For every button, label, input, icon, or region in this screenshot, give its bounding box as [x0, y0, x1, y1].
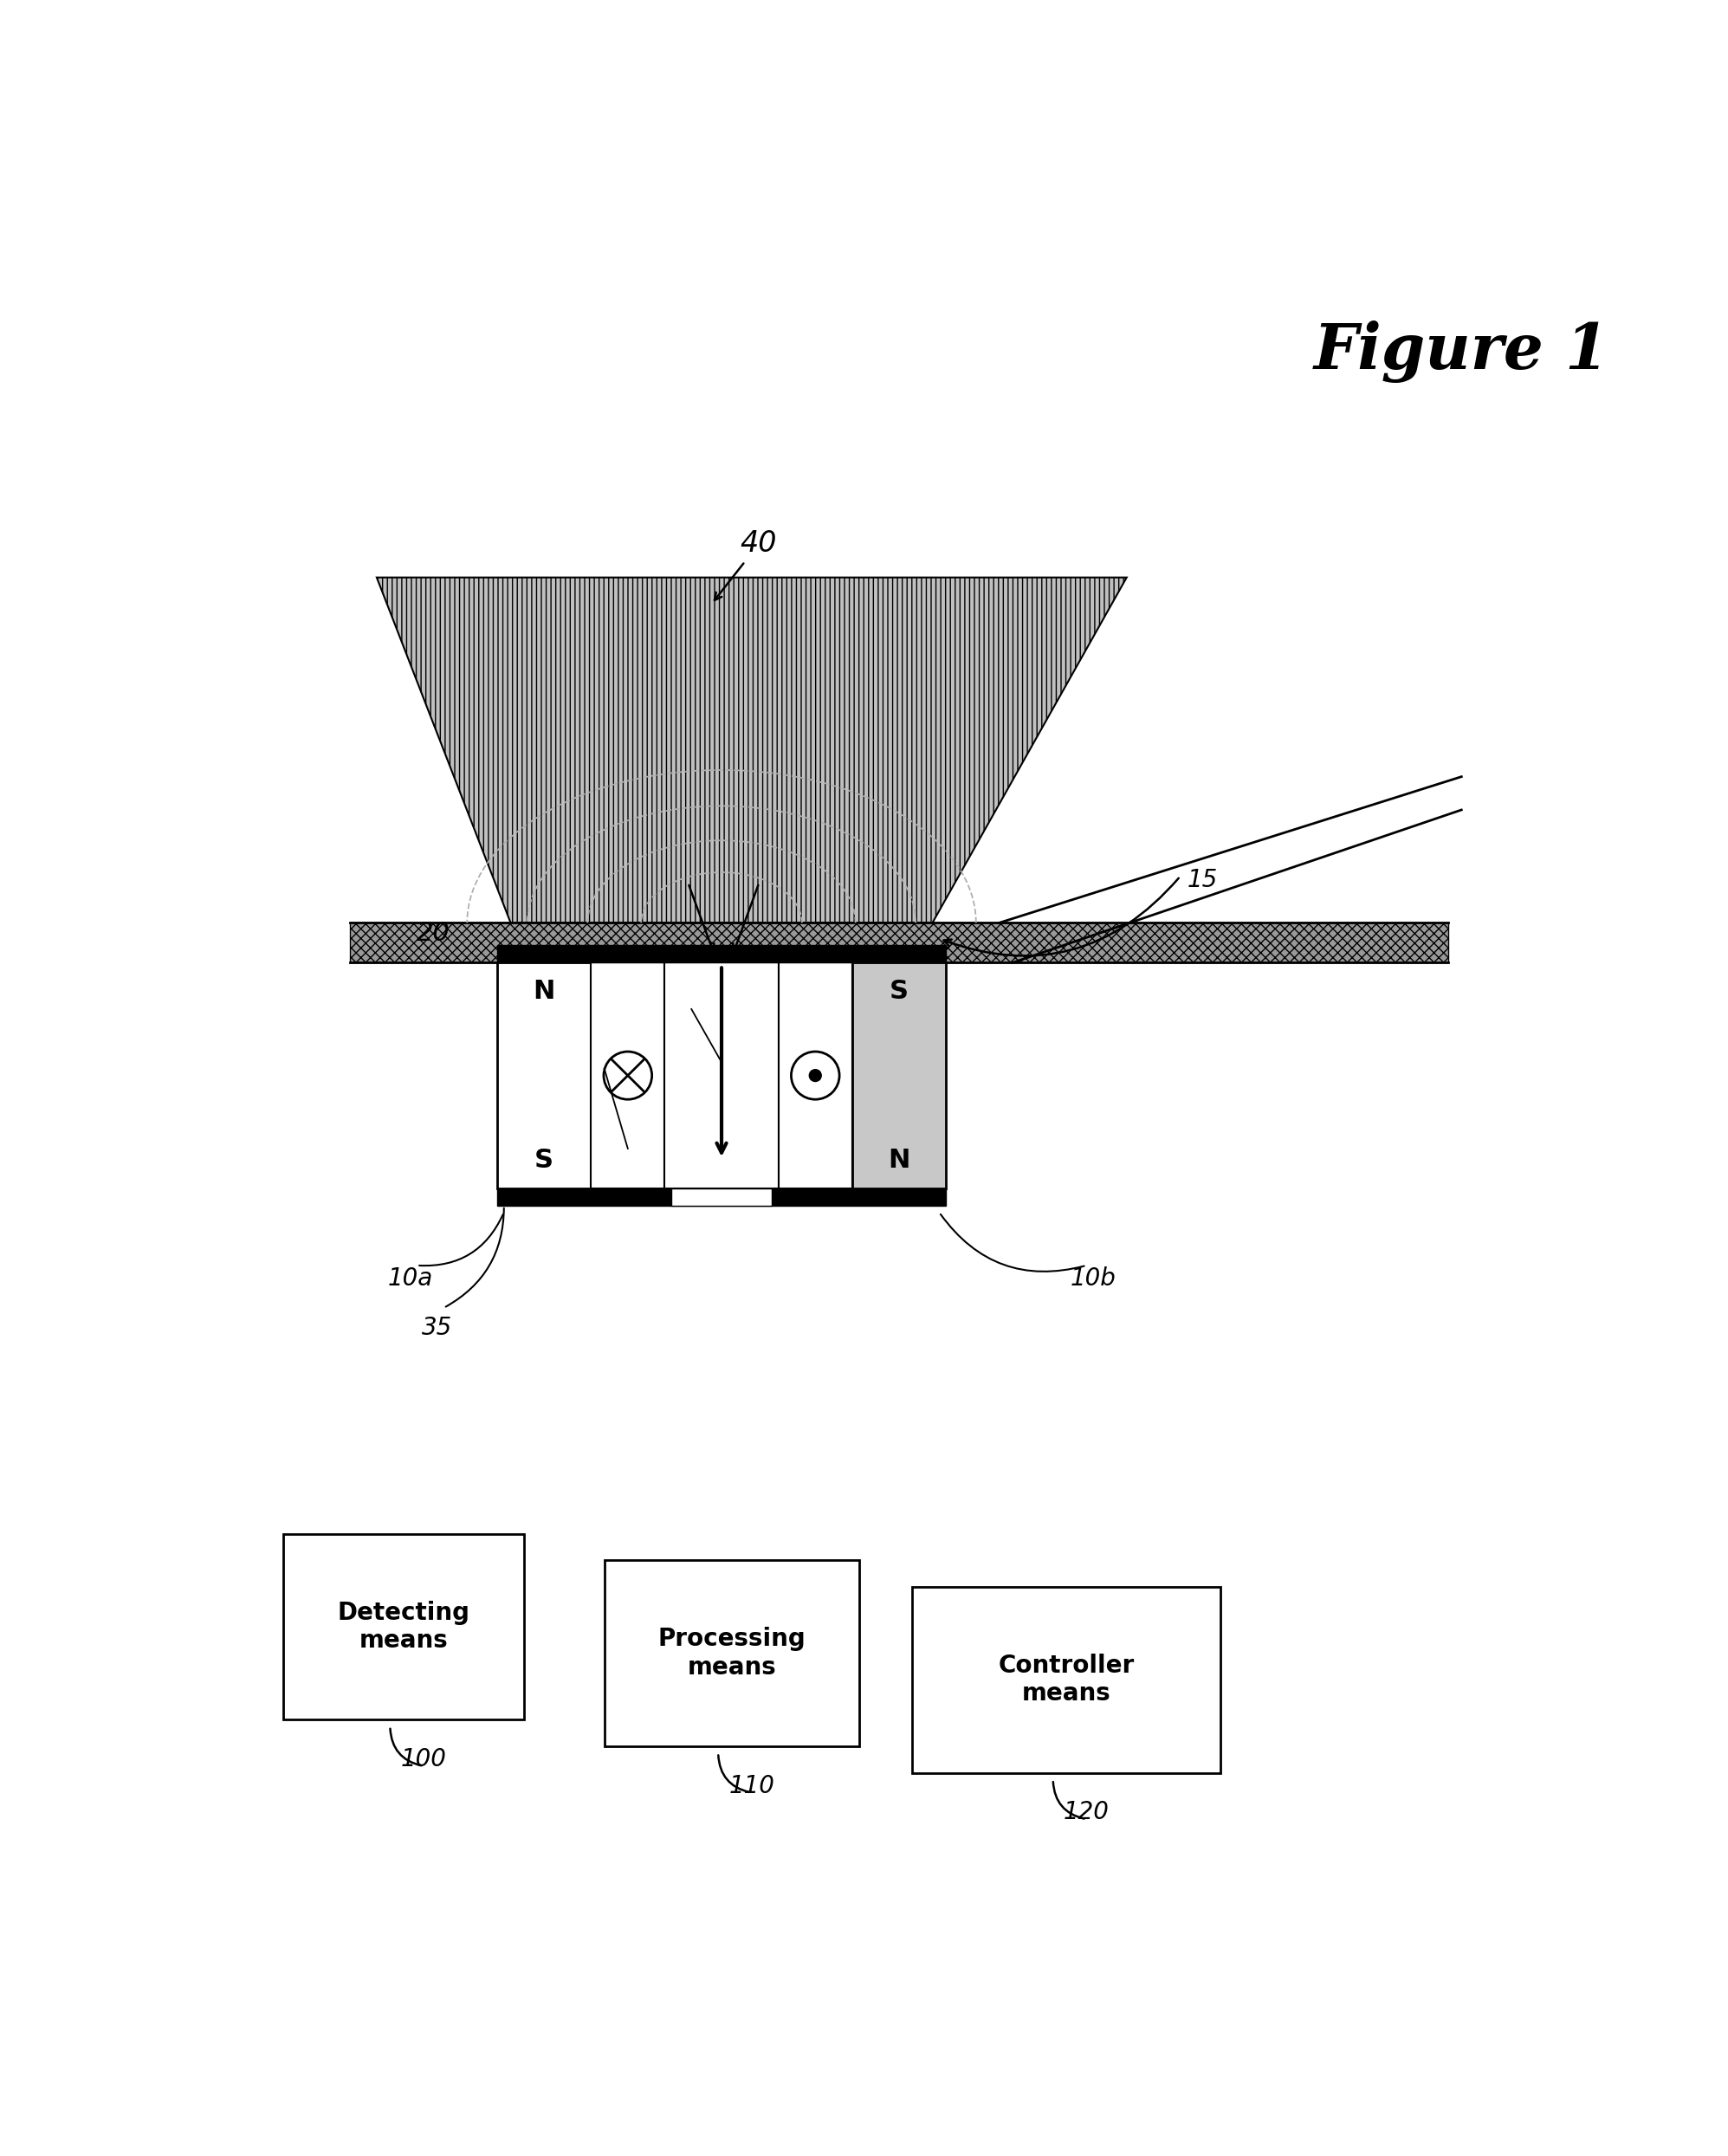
Text: S: S — [534, 1147, 553, 1173]
Text: 10b: 10b — [1070, 1266, 1116, 1291]
Bar — [283, 1533, 524, 1720]
Bar — [605, 1561, 859, 1746]
Bar — [665, 962, 778, 1188]
Text: 35: 35 — [422, 1315, 453, 1341]
Circle shape — [791, 1052, 840, 1100]
Text: 110: 110 — [729, 1774, 774, 1798]
Bar — [498, 962, 591, 1188]
Bar — [498, 1188, 945, 1205]
Text: Detecting
means: Detecting means — [337, 1600, 470, 1654]
Text: 120: 120 — [1063, 1800, 1109, 1824]
Text: N: N — [888, 1147, 911, 1173]
Bar — [670, 1188, 772, 1205]
Polygon shape — [377, 578, 1127, 923]
Text: 30: 30 — [691, 1009, 722, 1033]
Bar — [498, 944, 945, 962]
Text: Processing
means: Processing means — [658, 1628, 805, 1680]
Text: 40: 40 — [740, 528, 778, 558]
Text: Controller
means: Controller means — [999, 1654, 1135, 1705]
Text: 20: 20 — [416, 921, 451, 946]
Circle shape — [809, 1069, 821, 1082]
Text: Figure 1: Figure 1 — [1313, 321, 1609, 384]
Text: 25: 25 — [582, 1069, 613, 1093]
Text: 15: 15 — [1187, 869, 1218, 893]
Text: 10a: 10a — [387, 1266, 432, 1291]
Bar — [670, 1188, 772, 1205]
Text: 100: 100 — [401, 1746, 446, 1772]
Circle shape — [603, 1052, 651, 1100]
Bar — [778, 962, 852, 1188]
Bar — [912, 1587, 1220, 1772]
Text: N: N — [534, 979, 555, 1005]
Bar — [349, 923, 1448, 962]
Text: S: S — [890, 979, 909, 1005]
Bar — [591, 962, 665, 1188]
Bar — [852, 962, 945, 1188]
